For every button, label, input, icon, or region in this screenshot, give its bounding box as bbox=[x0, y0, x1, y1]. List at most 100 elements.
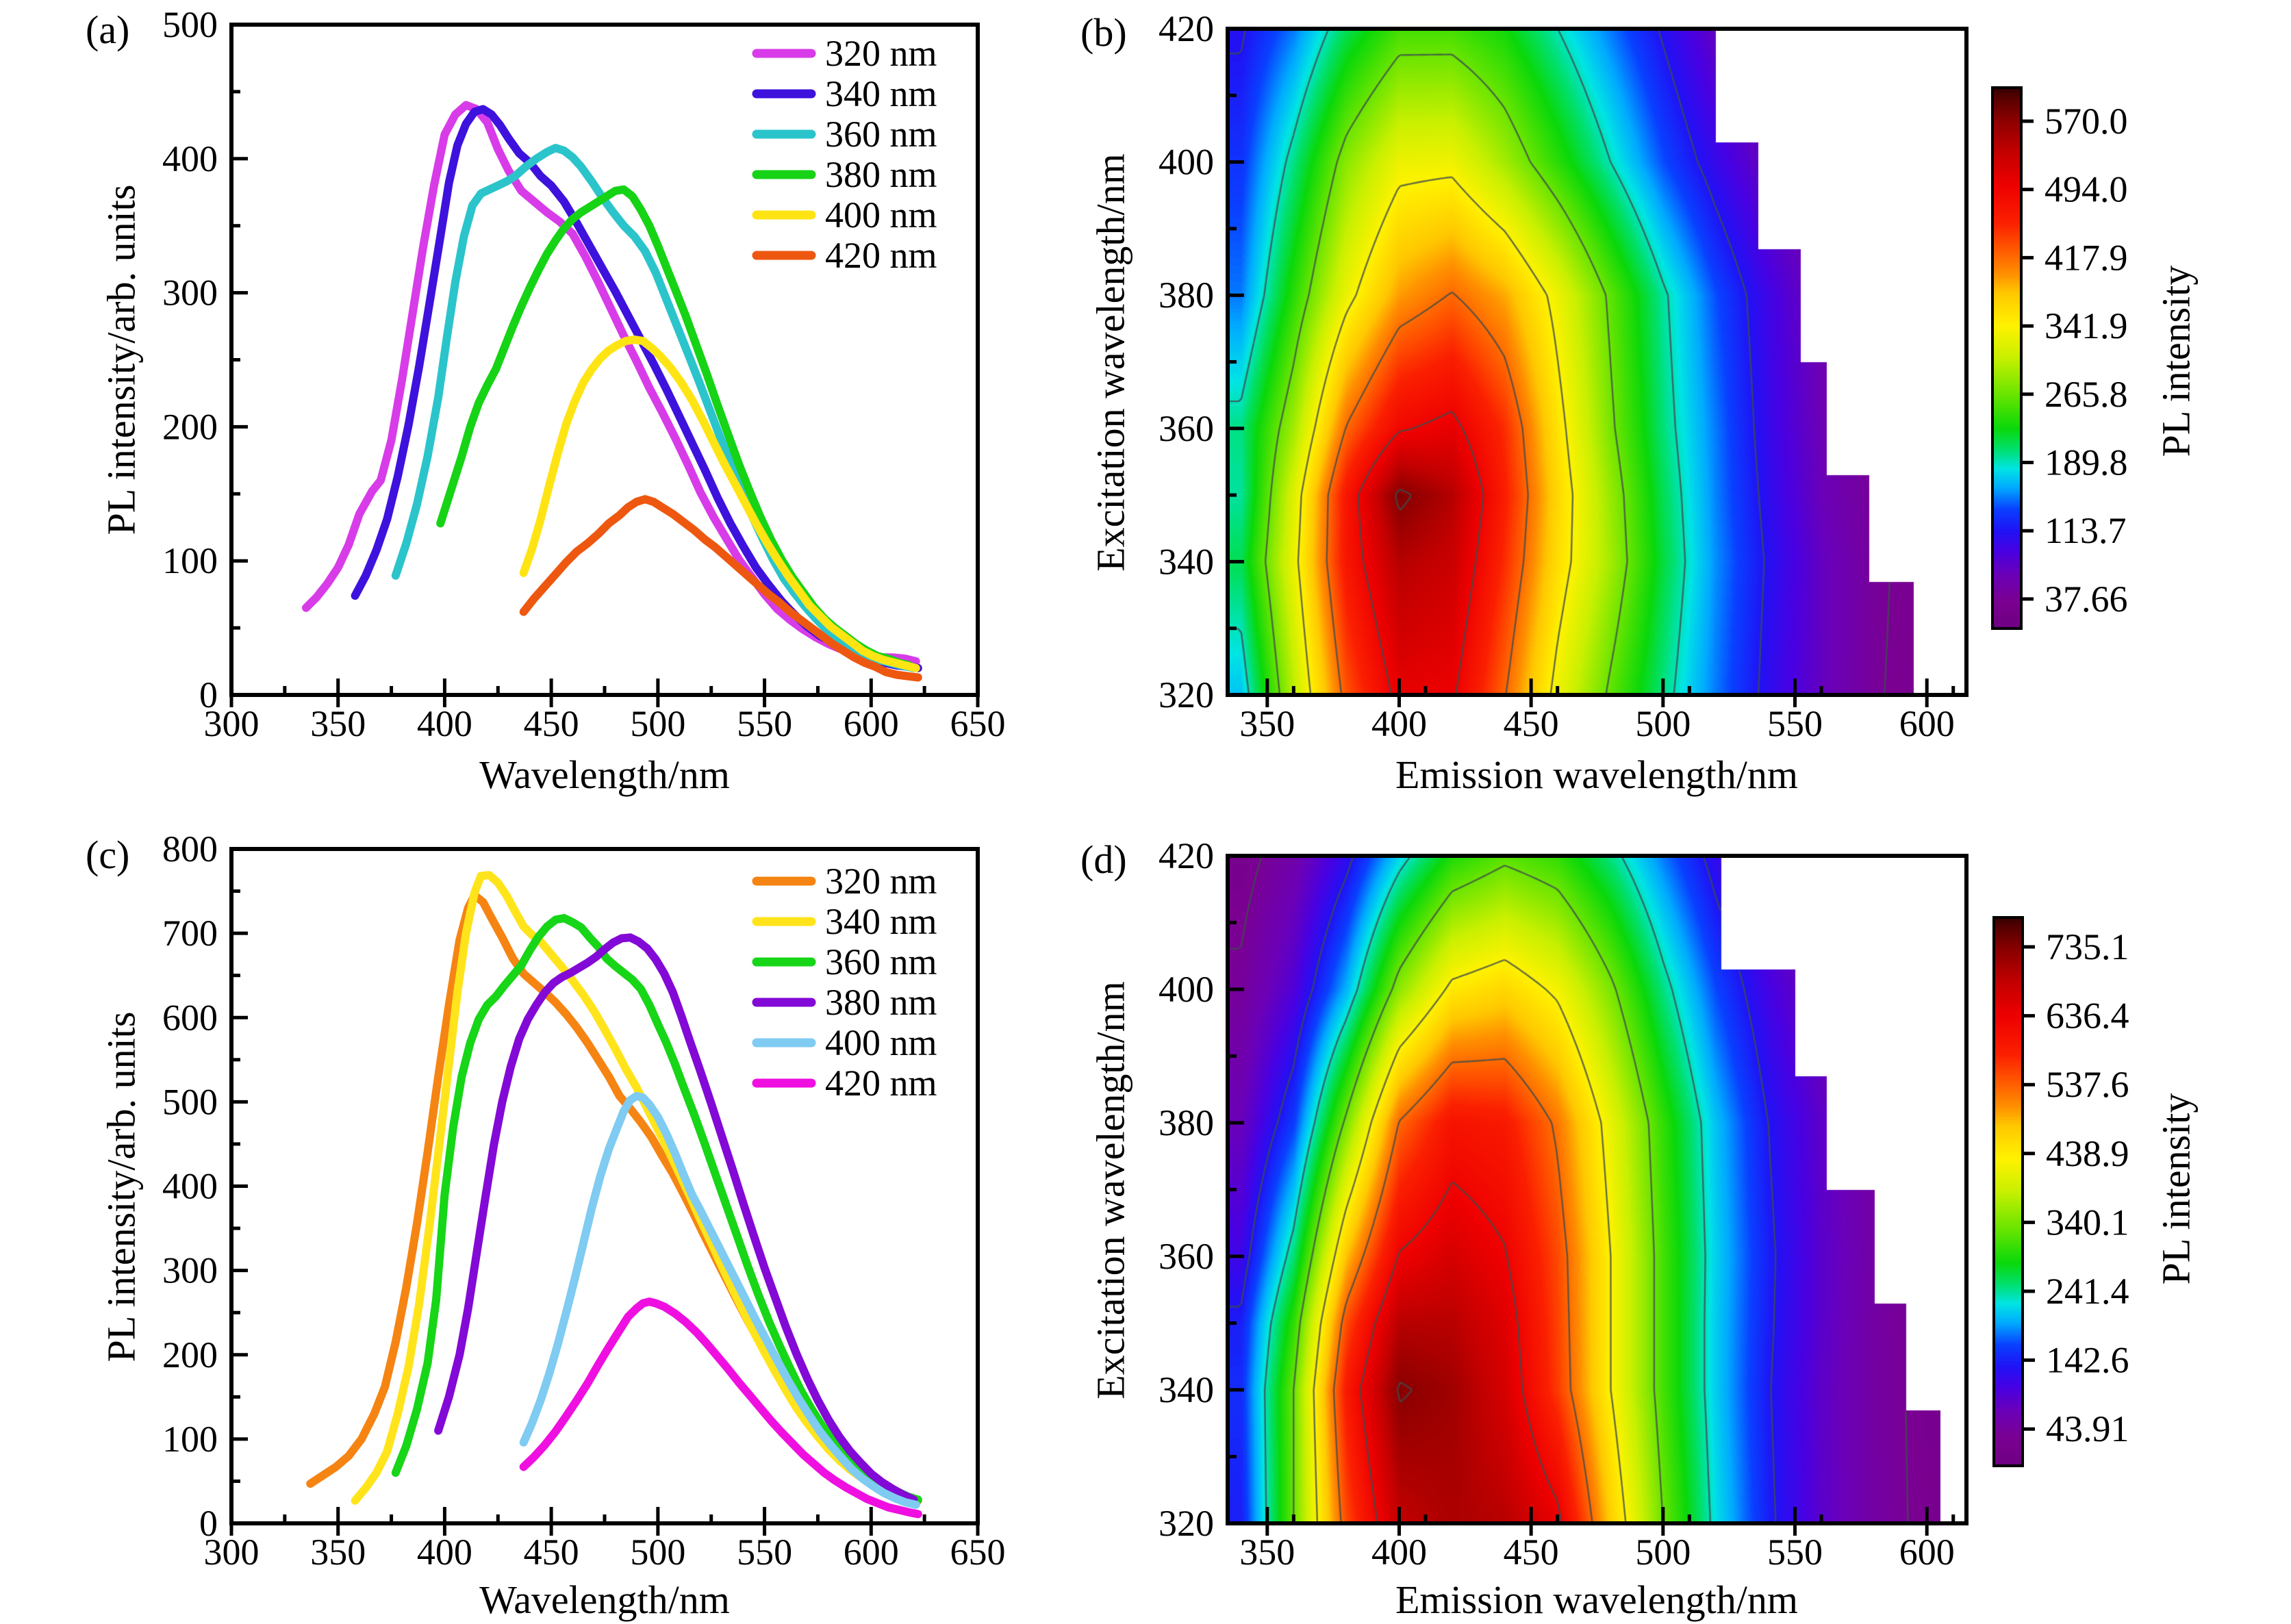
colorbar-tick-label: 636.4 bbox=[2046, 995, 2129, 1037]
tick-label: 600 bbox=[1899, 703, 1955, 744]
tick-label: 550 bbox=[737, 703, 792, 744]
series-line-340nm bbox=[351, 871, 918, 1505]
tick-label: 350 bbox=[1239, 1532, 1295, 1573]
series-line-400nm bbox=[519, 1091, 920, 1509]
colorbar-tick-label: 570.0 bbox=[2045, 101, 2128, 142]
tick-label: 380 bbox=[1159, 1102, 1214, 1143]
legend-label: 380 nm bbox=[825, 982, 937, 1023]
colorbar-tick-label: 142.6 bbox=[2046, 1340, 2129, 1381]
series-line-360nm bbox=[391, 144, 918, 672]
heatmap-b-canvas bbox=[1228, 29, 1966, 695]
heatmap-d-canvas bbox=[1228, 856, 1966, 1523]
tick-label: 300 bbox=[204, 1532, 260, 1573]
tick-label: 600 bbox=[844, 703, 899, 744]
legend-label: 340 nm bbox=[825, 901, 937, 942]
tick-label: 300 bbox=[162, 272, 218, 314]
panel-c-xlabel: Wavelength/nm bbox=[479, 1577, 730, 1622]
tick-label: 650 bbox=[950, 1532, 1006, 1573]
legend-label: 340 nm bbox=[825, 73, 937, 114]
tick-label: 500 bbox=[162, 4, 218, 45]
panel-b-xlabel: Emission wavelength/nm bbox=[1395, 752, 1798, 797]
tick-label: 500 bbox=[630, 1532, 685, 1573]
tick-label: 450 bbox=[524, 1532, 579, 1573]
colorbar-tick-label: 735.1 bbox=[2046, 926, 2129, 967]
panel-b-ylabel: Excitation wavelength/nm bbox=[1088, 153, 1133, 572]
colorbar-tick-label: 417.9 bbox=[2045, 237, 2128, 278]
series-line-400nm bbox=[519, 335, 920, 672]
legend-label: 380 nm bbox=[825, 154, 937, 195]
tick-label: 300 bbox=[204, 703, 260, 744]
series-line-320nm bbox=[302, 101, 920, 665]
legend-label: 420 nm bbox=[825, 1063, 937, 1104]
panel-b-tag: (b) bbox=[1080, 10, 1127, 55]
tick-label: 300 bbox=[162, 1250, 218, 1291]
colorbar-frame bbox=[1991, 86, 2023, 630]
tick-label: 0 bbox=[199, 674, 218, 715]
tick-label: 500 bbox=[162, 1081, 218, 1122]
tick-label: 450 bbox=[524, 703, 579, 744]
panel-d-ylabel: Excitation wavelength/nm bbox=[1088, 981, 1133, 1399]
colorbar-b-canvas bbox=[1992, 88, 2021, 629]
tick-label: 400 bbox=[1371, 1532, 1427, 1573]
tick-label: 420 bbox=[1159, 835, 1214, 876]
tick-label: 380 bbox=[1159, 275, 1214, 316]
tick-label: 350 bbox=[1239, 703, 1295, 744]
tick-label: 200 bbox=[162, 406, 218, 447]
series-line-380nm bbox=[434, 933, 918, 1504]
legend-label: 420 nm bbox=[825, 235, 937, 276]
tick-label: 340 bbox=[1159, 1369, 1214, 1410]
colorbar-tick-label: 265.8 bbox=[2045, 374, 2128, 415]
tick-label: 400 bbox=[417, 1532, 472, 1573]
tick-label: 100 bbox=[162, 540, 218, 581]
tick-label: 320 bbox=[1159, 674, 1214, 715]
tick-label: 450 bbox=[1504, 703, 1559, 744]
tick-label: 360 bbox=[1159, 408, 1214, 449]
tick-label: 550 bbox=[737, 1532, 792, 1573]
tick-label: 400 bbox=[1371, 703, 1427, 744]
tick-label: 350 bbox=[310, 1532, 366, 1573]
colorbar-tick-label: 189.8 bbox=[2045, 442, 2128, 483]
tick-label: 650 bbox=[950, 703, 1006, 744]
colorbar-tick-label: 37.66 bbox=[2045, 579, 2128, 620]
legend-label: 400 nm bbox=[825, 194, 937, 236]
tick-label: 800 bbox=[162, 828, 218, 870]
tick-label: 200 bbox=[162, 1334, 218, 1375]
tick-label: 320 bbox=[1159, 1503, 1214, 1544]
legend-label: 360 nm bbox=[825, 114, 937, 155]
series-line-360nm bbox=[391, 914, 922, 1504]
tick-label: 450 bbox=[1504, 1532, 1559, 1573]
panel-d-colorbar-label: PL intensity bbox=[2153, 1093, 2199, 1285]
tick-label: 550 bbox=[1767, 703, 1823, 744]
colorbar-tick-label: 341.9 bbox=[2045, 305, 2128, 346]
colorbar-tick-label: 43.91 bbox=[2046, 1408, 2129, 1449]
tick-label: 400 bbox=[162, 1166, 218, 1207]
tick-label: 340 bbox=[1159, 541, 1214, 582]
series-line-420nm bbox=[519, 495, 922, 682]
tick-label: 600 bbox=[844, 1532, 899, 1573]
tick-label: 700 bbox=[162, 913, 218, 954]
panel-b-colorbar-label: PL intensity bbox=[2153, 265, 2199, 457]
tick-label: 500 bbox=[630, 703, 685, 744]
colorbar-tick-label: 340.1 bbox=[2046, 1202, 2129, 1243]
tick-label: 400 bbox=[1159, 142, 1214, 183]
tick-label: 360 bbox=[1159, 1236, 1214, 1277]
tick-label: 0 bbox=[199, 1503, 218, 1544]
tick-label: 500 bbox=[1635, 703, 1691, 744]
legend-label: 360 nm bbox=[825, 941, 937, 982]
colorbar-tick-label: 241.4 bbox=[2046, 1271, 2129, 1312]
legend-label: 400 nm bbox=[825, 1022, 937, 1063]
tick-label: 400 bbox=[162, 138, 218, 179]
tick-label: 500 bbox=[1635, 1532, 1691, 1573]
tick-label: 600 bbox=[162, 997, 218, 1038]
series-line-420nm bbox=[519, 1297, 922, 1519]
tick-label: 350 bbox=[310, 703, 366, 744]
legend-label: 320 nm bbox=[825, 861, 937, 902]
panel-d-tag: (d) bbox=[1080, 837, 1127, 882]
panel-a-tag: (a) bbox=[86, 8, 130, 52]
colorbar-d-canvas bbox=[1994, 917, 2023, 1466]
tick-label: 400 bbox=[1159, 969, 1214, 1010]
tick-label: 550 bbox=[1767, 1532, 1823, 1573]
colorbar-frame bbox=[1992, 916, 2024, 1467]
panel-c-tag: (c) bbox=[86, 833, 130, 877]
